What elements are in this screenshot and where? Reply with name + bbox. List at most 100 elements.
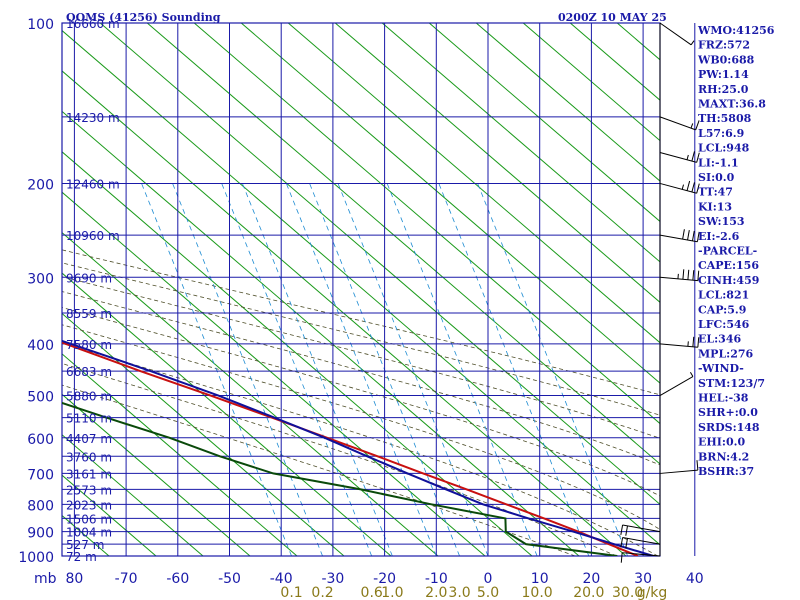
moist-adiabat — [62, 363, 617, 556]
index-value: WB0:688 — [697, 53, 755, 66]
temperature-tick-label: -70 — [115, 571, 138, 587]
index-value: PW:1.14 — [698, 68, 749, 81]
height-label: 2023 m — [66, 498, 112, 512]
height-label: 1506 m — [66, 512, 112, 526]
index-value: -WIND- — [698, 362, 744, 375]
wind-barb — [622, 524, 661, 533]
dry-adiabat — [522, 23, 660, 142]
pressure-tick-label: 400 — [27, 338, 54, 354]
series — [62, 339, 654, 556]
mixing-ratio-label: 0.2 — [311, 585, 333, 600]
wind-barb-flag — [625, 525, 628, 536]
grid — [61, 22, 696, 557]
index-value: LFC:546 — [698, 318, 750, 331]
wind-barb-flag — [620, 537, 624, 548]
index-value: SI:0.0 — [698, 171, 735, 184]
wind-barb-half — [686, 154, 689, 160]
wind-barbs — [620, 22, 700, 563]
temperature-tick-label: 0 — [484, 571, 493, 587]
height-label: 5110 m — [66, 412, 112, 426]
dry-adiabat — [62, 191, 486, 556]
pressure-tick-label: 300 — [27, 271, 54, 287]
height-label: 8559 m — [66, 307, 112, 321]
mixing-ratio-line — [172, 183, 323, 556]
wind-barb — [659, 152, 697, 163]
dry-adiabat — [62, 312, 345, 556]
dry-adiabat — [564, 0, 800, 556]
temperature-tick-label: 20 — [582, 571, 600, 587]
wind-barb-flag — [692, 270, 695, 281]
height-label: 14230 m — [66, 111, 120, 125]
index-value: EL:346 — [698, 333, 741, 346]
wind-barb-flag — [687, 269, 690, 280]
temperature-tick-label: 10 — [531, 571, 549, 587]
pressure-tick-label: 800 — [27, 498, 54, 514]
index-value: LCL:948 — [698, 142, 750, 155]
dry-adiabat — [99, 23, 660, 506]
pressure-unit-label: mb — [34, 571, 57, 587]
wind-barb-flag — [696, 460, 699, 471]
moist-adiabat — [62, 384, 576, 556]
wind-barb — [659, 116, 696, 131]
dry-adiabat — [193, 23, 660, 425]
height-label: 16660 m — [66, 17, 120, 31]
wind-barb-flag — [695, 120, 700, 131]
index-value: KI:13 — [698, 200, 732, 213]
wind-barb — [659, 22, 692, 46]
temperature-tick-label: -20 — [373, 571, 396, 587]
pressure-tick-label: 700 — [27, 467, 54, 483]
mixing-ratio-line — [141, 183, 292, 556]
height-label: 2573 m — [66, 483, 112, 497]
moist-adiabats — [62, 249, 660, 556]
pressure-tick-label: 900 — [27, 526, 54, 542]
index-value: MAXT:36.8 — [698, 98, 766, 111]
moist-adiabat — [62, 342, 658, 556]
wind-barb-half — [689, 371, 694, 377]
pressure-tick-label: 600 — [27, 432, 54, 448]
wind-barb-flag — [682, 269, 685, 280]
dry-adiabat — [62, 70, 627, 556]
dry-adiabat — [287, 23, 660, 344]
dry-adiabat — [569, 23, 660, 101]
dry-adiabat — [62, 151, 533, 556]
wind-barb-flag — [697, 270, 700, 281]
temperature-tick-label: 80 — [65, 571, 83, 587]
mixing-ratio-line — [477, 183, 628, 556]
wind-barb-half — [690, 40, 695, 46]
mixing-ratio-label: 0.6 — [361, 585, 383, 600]
dry-adiabat — [62, 393, 251, 556]
mixing-ratio-line — [241, 183, 393, 556]
dewpoint-line — [62, 401, 618, 556]
dry-adiabat — [146, 23, 660, 465]
height-label: 72 m — [66, 550, 97, 564]
mixing-ratio-label: 5.0 — [477, 585, 499, 600]
wind-barb-flag — [686, 180, 691, 191]
index-value: SHR+:0.0 — [698, 406, 758, 419]
dry-adiabat — [381, 23, 660, 263]
pressure-tick-label: 1000 — [18, 550, 54, 566]
dry-adiabat — [62, 272, 392, 556]
index-value: SW:153 — [698, 215, 745, 228]
height-label: 3760 m — [66, 450, 112, 464]
moist-adiabat — [62, 324, 660, 530]
mixing-ratio-label: 3.0 — [448, 585, 470, 600]
wind-barb — [659, 469, 698, 474]
index-value: FRZ:572 — [698, 39, 750, 52]
index-value: TT:47 — [698, 186, 733, 199]
height-label: 527 m — [66, 538, 104, 552]
wind-barb-flag — [620, 552, 623, 563]
index-value: RH:25.0 — [698, 83, 749, 96]
index-value: BSHR:37 — [698, 465, 754, 478]
dry-adiabat — [62, 231, 439, 556]
temperature-tick-label: -10 — [425, 571, 448, 587]
dry-adiabat — [334, 23, 660, 303]
index-value: BRN:4.2 — [698, 450, 749, 463]
index-value: TH:5808 — [698, 112, 752, 125]
height-label: 4407 m — [66, 432, 112, 446]
wind-barb — [622, 537, 661, 545]
height-label: 3161 m — [66, 467, 112, 481]
dry-adiabat — [616, 23, 660, 61]
